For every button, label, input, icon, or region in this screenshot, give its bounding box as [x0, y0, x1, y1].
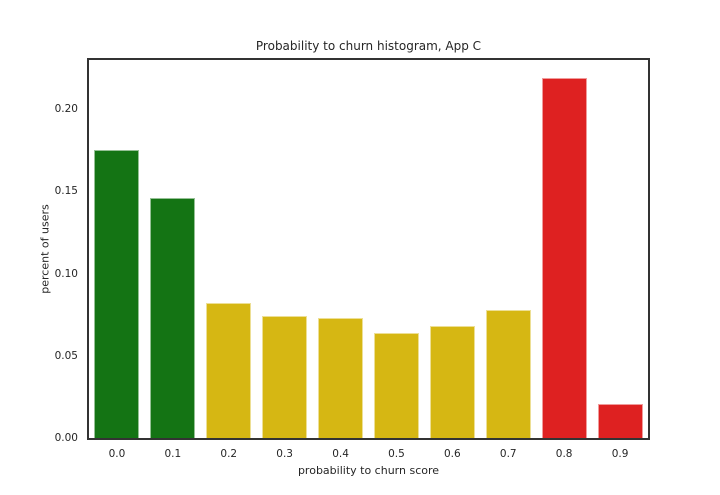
x-tick-label: 0.3 — [276, 448, 293, 460]
y-tick-label: 0.10 — [54, 267, 78, 280]
y-tick-label: 0.15 — [54, 185, 78, 198]
bar-0.5 — [373, 332, 419, 438]
x-tick-label: 0.7 — [499, 448, 517, 460]
x-tick-label: 0.0 — [108, 448, 126, 460]
x-tick-label: 0.9 — [611, 448, 629, 460]
x-tick-label: 0.4 — [332, 448, 349, 460]
bar-0.4 — [318, 318, 364, 438]
bar-0.9 — [597, 403, 643, 438]
x-tick-label: 0.1 — [164, 448, 182, 460]
bar-0.8 — [541, 78, 587, 438]
x-tick-label: 0.6 — [443, 448, 461, 460]
x-tick-label: 0.2 — [220, 448, 238, 460]
bar-0.7 — [485, 309, 531, 438]
bar-0.2 — [206, 303, 252, 438]
bar-0.1 — [150, 198, 196, 438]
x-tick-label: 0.8 — [555, 448, 573, 460]
y-axis-label: percent of users — [38, 204, 52, 294]
y-tick-label: 0.20 — [54, 103, 78, 116]
x-axis-label: probability to churn score — [297, 464, 440, 477]
y-tick-label: 0.05 — [54, 349, 78, 362]
chart-title: Probability to churn histogram, App C — [255, 39, 482, 53]
plot-area — [87, 58, 650, 440]
bar-0.6 — [429, 326, 475, 438]
x-tick-label: 0.5 — [388, 448, 405, 460]
y-tick-label: 0.00 — [54, 432, 78, 444]
bar-0.3 — [262, 316, 308, 438]
bar-0.0 — [94, 150, 140, 438]
